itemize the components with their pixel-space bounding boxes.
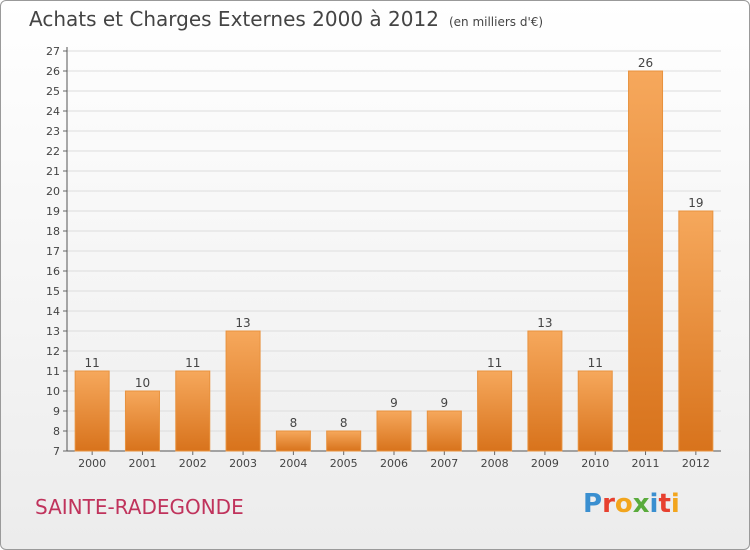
y-tick-label: 14	[46, 305, 60, 318]
x-tick-label-2007: 2007	[430, 457, 458, 470]
bar-2004	[275, 430, 311, 452]
y-tick-label: 25	[46, 85, 60, 98]
y-tick-label: 17	[46, 245, 60, 258]
y-tick-label: 10	[46, 385, 60, 398]
data-label-2010: 11	[588, 356, 603, 370]
y-tick-label: 9	[53, 405, 60, 418]
data-label-2005: 8	[340, 416, 348, 430]
bars	[74, 70, 714, 452]
x-tick-label-2004: 2004	[279, 457, 307, 470]
bar-2010	[577, 370, 613, 452]
data-label-2001: 10	[135, 376, 150, 390]
data-label-2004: 8	[290, 416, 298, 430]
y-tick-label: 16	[46, 265, 60, 278]
x-tick-label-2006: 2006	[380, 457, 408, 470]
data-label-2009: 13	[537, 316, 552, 330]
chart-title: Achats et Charges Externes 2000 à 2012 (e…	[29, 7, 543, 31]
bar-2012	[678, 210, 714, 452]
labels: 7 8 9 10 11 12 13 14 15 16 17 18 19 20 21 22 23 24 25 26 27 1…	[46, 45, 710, 470]
data-label-2006: 9	[390, 396, 398, 410]
bar-2000	[74, 370, 110, 452]
title-text: Achats et Charges Externes 2000 à 2012	[29, 7, 439, 31]
x-tick-label-2010: 2010	[581, 457, 609, 470]
data-label-2003: 13	[235, 316, 250, 330]
data-label-2002: 11	[185, 356, 200, 370]
y-tick-label: 15	[46, 285, 60, 298]
y-tick-label: 18	[46, 225, 60, 238]
bar-2008	[477, 370, 513, 452]
y-tick-label: 13	[46, 325, 60, 338]
y-tick-label: 27	[46, 45, 60, 58]
data-label-2012: 19	[688, 196, 703, 210]
x-tick-label-2011: 2011	[632, 457, 660, 470]
data-label-2000: 11	[85, 356, 100, 370]
bar-2011	[628, 70, 664, 452]
bar-2005	[326, 430, 362, 452]
y-tick-label: 23	[46, 125, 60, 138]
x-tick-label-2009: 2009	[531, 457, 559, 470]
y-tick-label: 20	[46, 185, 60, 198]
x-tick-label-2002: 2002	[179, 457, 207, 470]
bar-2006	[376, 410, 412, 452]
bar-2001	[124, 390, 160, 452]
proxiti-logo: Proxiti	[583, 489, 680, 519]
x-tick-label-2012: 2012	[682, 457, 710, 470]
x-tick-label-2001: 2001	[128, 457, 156, 470]
title-unit: (en milliers d'€)	[448, 15, 544, 29]
x-tick-label-2005: 2005	[330, 457, 358, 470]
x-tick-label-2000: 2000	[78, 457, 106, 470]
commune-name: SAINTE-RADEGONDE	[35, 495, 244, 519]
y-tick-label: 7	[53, 445, 60, 458]
y-tick-label: 24	[46, 105, 60, 118]
y-tick-label: 26	[46, 65, 60, 78]
grid-lines	[67, 50, 721, 452]
bar-2009	[527, 330, 563, 452]
data-label-2007: 9	[440, 396, 448, 410]
bar-2002	[175, 370, 211, 452]
data-label-2008: 11	[487, 356, 502, 370]
data-label-2011: 26	[638, 56, 653, 70]
x-tick-label-2008: 2008	[481, 457, 509, 470]
x-tick-label-2003: 2003	[229, 457, 257, 470]
bar-2003	[225, 330, 261, 452]
y-tick-label: 8	[53, 425, 60, 438]
y-tick-label: 12	[46, 345, 60, 358]
y-tick-label: 22	[46, 145, 60, 158]
y-tick-label: 19	[46, 205, 60, 218]
y-tick-label: 11	[46, 365, 60, 378]
bar-2007	[426, 410, 462, 452]
y-tick-label: 21	[46, 165, 60, 178]
